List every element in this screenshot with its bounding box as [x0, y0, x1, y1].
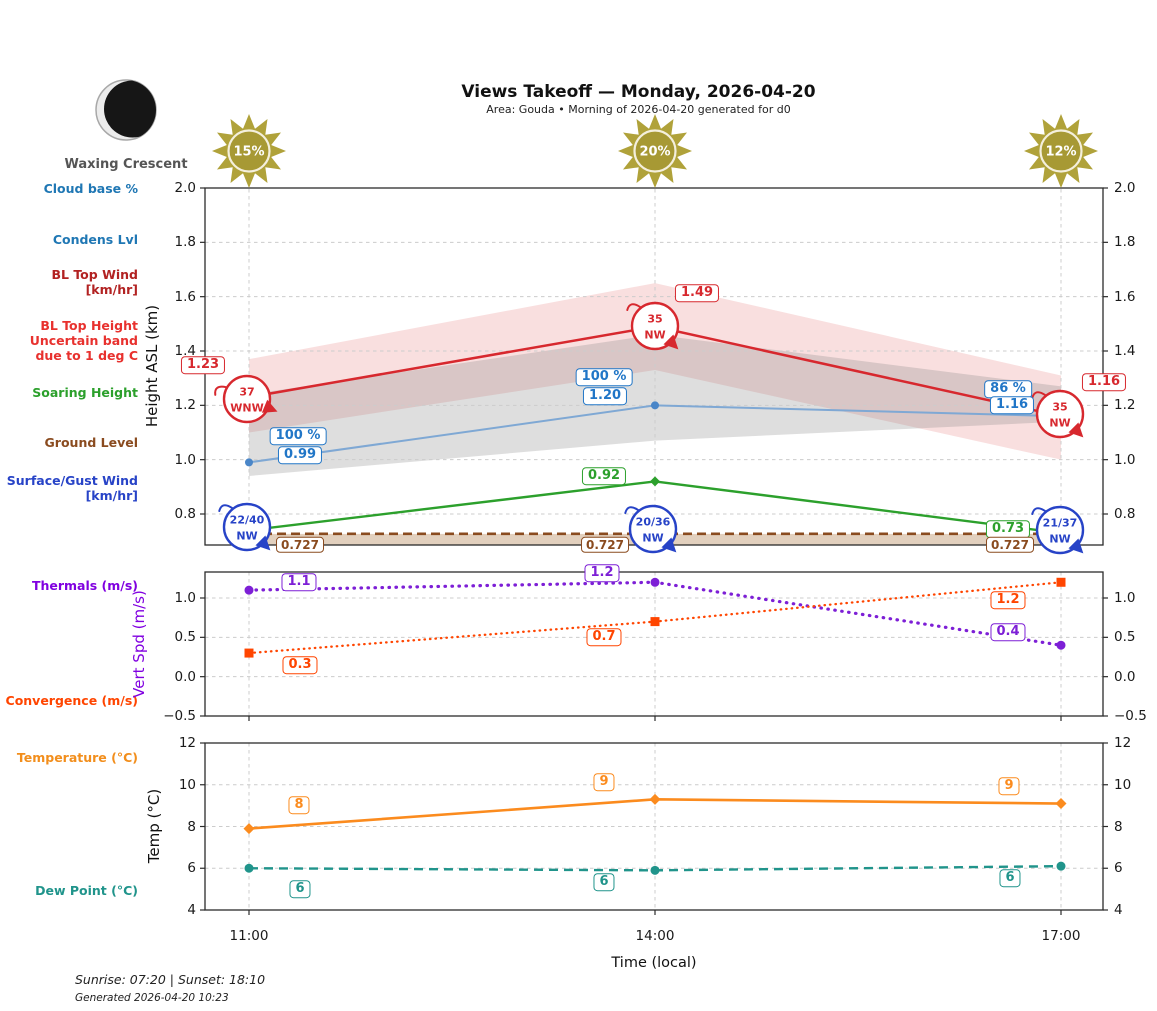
x-tick-label: 14:00	[635, 928, 675, 944]
svg-text:12%: 12%	[1045, 145, 1076, 160]
svg-text:NW: NW	[1049, 417, 1070, 430]
height-axis-title: Height ASL (km)	[143, 304, 161, 428]
temp-ytick-right: 10	[1114, 776, 1132, 793]
legend-bl-top-wind: BL Top Wind [km/hr]	[51, 267, 138, 297]
temp-ytick-right: 4	[1114, 902, 1123, 918]
height-ytick-right: 0.8	[1114, 506, 1136, 522]
temp-ytick-right: 12	[1114, 735, 1132, 751]
surface-wind-symbol: 21/37 NW	[1031, 505, 1085, 555]
legend-surface-wind: Surface/Gust Wind [km/hr]	[6, 473, 138, 503]
svg-text:22/40: 22/40	[230, 514, 265, 527]
legend-thermals: Thermals (m/s)	[31, 578, 138, 593]
x-axis-title: Time (local)	[611, 955, 697, 971]
vertspd-ytick-right: −0.5	[1114, 708, 1147, 724]
height-ytick-right: 2.0	[1114, 180, 1136, 196]
height-ytick-right: 1.4	[1114, 343, 1136, 359]
vertspd-ytick-right: 0.0	[1114, 668, 1136, 685]
svg-text:20%: 20%	[639, 145, 670, 160]
x-tick-label: 11:00	[229, 928, 269, 944]
temp-chart	[200, 742, 1108, 915]
svg-text:NW: NW	[1049, 533, 1070, 546]
legend-dew-point: Dew Point (°C)	[35, 883, 138, 898]
page-title: Views Takeoff — Monday, 2026-04-20	[461, 82, 816, 102]
temp-ytick-right: 6	[1114, 860, 1123, 877]
svg-text:NW: NW	[236, 530, 257, 543]
height-ytick-right: 1.0	[1114, 451, 1136, 468]
svg-text:35: 35	[647, 313, 662, 326]
legend-temperature: Temperature (°C)	[16, 750, 138, 765]
vertspd-ytick-left: 1.0	[174, 590, 196, 606]
vertspd-ytick-right: 1.0	[1114, 590, 1136, 606]
legend-soaring-height: Soaring Height	[32, 385, 138, 400]
height-ytick-right: 1.6	[1114, 288, 1136, 305]
moon-phase-label: Waxing Crescent	[64, 157, 188, 172]
surface-wind-symbol: 22/40 NW	[218, 502, 272, 552]
bl-top-uncertainty-band	[249, 283, 1061, 460]
temp-axis-title: Temp (°C)	[145, 788, 163, 864]
bl-top-wind-symbol: 35 NW	[626, 301, 680, 351]
vertspd-ytick-right: 0.5	[1114, 629, 1136, 646]
svg-text:20/36: 20/36	[636, 516, 671, 529]
height-ytick-left: 2.0	[174, 180, 196, 196]
height-ytick-right: 1.8	[1114, 234, 1136, 251]
surface-wind-symbol: 20/36 NW	[624, 504, 678, 554]
svg-text:37: 37	[239, 386, 254, 399]
svg-text:NW: NW	[644, 329, 665, 342]
x-tick-label: 17:00	[1041, 928, 1081, 944]
legend-cloud-base: Cloud base %	[43, 181, 138, 196]
sunrise-sunset-note: Sunrise: 07:20 | Sunset: 18:10	[75, 972, 266, 987]
height-ytick-right: 1.2	[1114, 397, 1136, 414]
temp-ytick-right: 8	[1114, 818, 1123, 835]
svg-text:21/37: 21/37	[1043, 517, 1078, 530]
vertspd-chart	[200, 571, 1108, 721]
generated-note: Generated 2026-04-20 10:23	[75, 992, 229, 1004]
bl-top-wind-symbol: 35 NW	[1031, 389, 1085, 439]
vertspd-ytick-left: 0.5	[174, 629, 196, 646]
legend-condens-lvl: Condens Lvl	[52, 232, 138, 247]
svg-text:15%: 15%	[233, 145, 264, 160]
svg-text:35: 35	[1052, 401, 1067, 414]
legend-ground-level: Ground Level	[44, 435, 138, 450]
legend-bl-top-height: BL Top Height Uncertain band due to 1 de…	[29, 318, 138, 363]
svg-text:WNW: WNW	[230, 402, 263, 415]
bl-top-wind-symbol: 37 WNW	[214, 374, 278, 424]
page-subtitle: Area: Gouda • Morning of 2026-04-20 gene…	[486, 103, 791, 116]
legend-convergence: Convergence (m/s)	[5, 693, 138, 708]
height-chart: 37 WNW 35 NW 35 NW 22/40 NW 20/36 NW 21/37 NW	[200, 168, 1108, 555]
svg-text:NW: NW	[642, 532, 663, 545]
